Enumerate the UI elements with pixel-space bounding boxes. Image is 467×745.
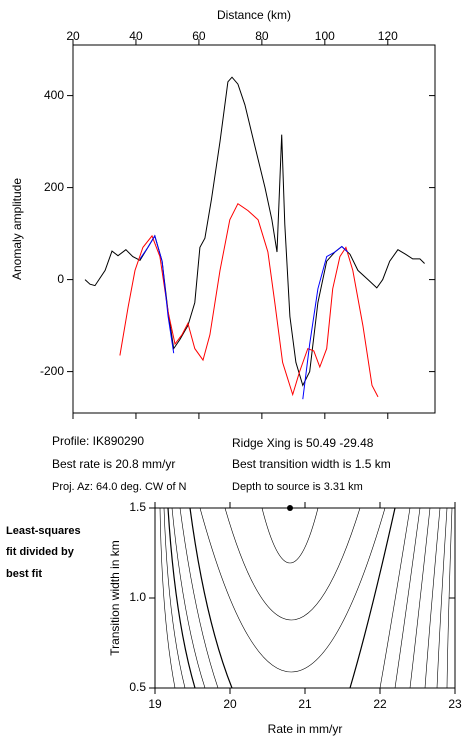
info-text: Proj. Az: 64.0 deg. CW of N <box>52 481 187 493</box>
x-axis-label: Distance (km) <box>217 8 291 22</box>
x-tick-label: 20 <box>223 697 237 711</box>
x-tick-label: 100 <box>315 29 335 43</box>
data-point <box>287 505 293 511</box>
plot-frame <box>154 507 456 689</box>
y-tick-label: 200 <box>44 180 64 194</box>
x-tick-label: 80 <box>255 29 269 43</box>
x-tick-label: 21 <box>298 697 312 711</box>
data-line <box>139 234 349 400</box>
note-text: fit divided by <box>6 546 75 558</box>
x-tick-label: 19 <box>148 697 162 711</box>
y-tick-label: 1.0 <box>129 590 146 604</box>
info-text: Ridge Xing is 50.49 -29.48 <box>232 436 374 450</box>
x-tick-label: 20 <box>66 29 80 43</box>
contours <box>159 508 453 688</box>
y-tick-label: 1.5 <box>129 500 146 514</box>
x-tick-label: 22 <box>373 697 387 711</box>
info-text: Best rate is 20.8 mm/yr <box>52 457 175 471</box>
info-text: Profile: IK890290 <box>52 434 144 448</box>
plot-frame <box>72 44 436 414</box>
y-tick-label: 0.5 <box>129 680 146 694</box>
note-text: best fit <box>6 568 42 580</box>
info-text: Best transition width is 1.5 km <box>232 457 391 471</box>
x-axis-label: Rate in mm/yr <box>268 722 343 736</box>
y-tick-label: -200 <box>40 364 64 378</box>
x-tick-label: 60 <box>192 29 206 43</box>
info-text: Depth to source is 3.31 km <box>232 481 363 493</box>
y-axis-label: Anomaly amplitude <box>10 178 24 280</box>
y-tick-label: 400 <box>44 88 64 102</box>
x-tick-label: 120 <box>378 29 398 43</box>
note-text: Least-squares <box>6 525 81 537</box>
data-line <box>84 76 425 387</box>
y-tick-label: 0 <box>57 272 64 286</box>
x-tick-label: 23 <box>448 697 462 711</box>
y-axis-label: Transition width in km <box>108 540 122 656</box>
data-line <box>119 202 379 398</box>
x-tick-label: 40 <box>129 29 143 43</box>
